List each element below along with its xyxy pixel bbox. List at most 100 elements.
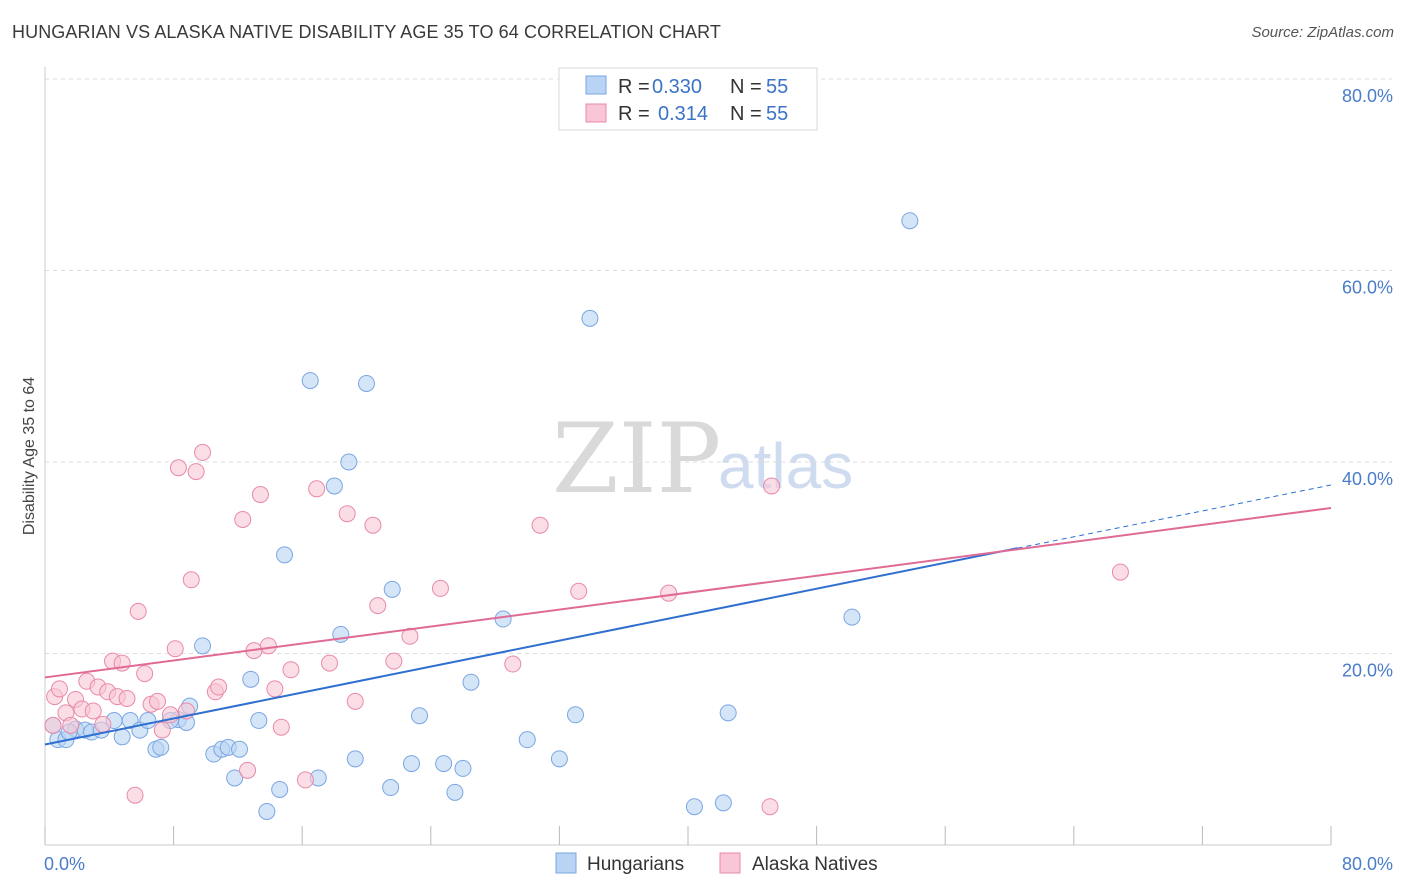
source-label: Source: ZipAtlas.com <box>1251 24 1394 41</box>
hungarians-point-23 <box>250 712 268 730</box>
alaska-natives-point-34 <box>251 486 269 504</box>
legend-r-label-2: R = <box>618 103 650 125</box>
legend-n-label-2: N = <box>730 103 762 125</box>
legend-swatch-pink <box>585 103 607 123</box>
x-tick-label-1: 80.0% <box>1342 854 1393 874</box>
hungarians-trend-extension <box>1017 484 1332 549</box>
hungarians-point-24 <box>258 802 276 820</box>
hungarians-point-39 <box>446 783 464 801</box>
alaska-natives-point-26 <box>182 571 200 589</box>
alaska-natives-point-17 <box>129 602 147 620</box>
alaska-natives-point-18 <box>136 665 154 683</box>
hungarians-point-12 <box>152 738 170 756</box>
hungarians-point-50 <box>843 608 861 626</box>
alaska-natives-point-10 <box>94 715 112 733</box>
hungarians-point-32 <box>346 750 364 768</box>
alaska-natives-point-53 <box>763 477 781 495</box>
legend-alaska-natives-label: Alaska Natives <box>752 854 878 875</box>
chart-title: HUNGARIAN VS ALASKA NATIVE DISABILITY AG… <box>12 22 722 42</box>
hungarians-point-7 <box>113 728 131 746</box>
gridlines <box>45 78 1392 654</box>
hungarians-point-40 <box>454 759 472 777</box>
legend-n-label-1: N = <box>730 76 762 98</box>
alaska-natives-point-4 <box>62 716 80 734</box>
hungarians-point-45 <box>566 706 584 724</box>
alaska-natives-point-50 <box>531 516 549 534</box>
hungarians-point-47 <box>685 798 703 816</box>
hungarians-point-31 <box>340 453 358 471</box>
alaska-natives-point-44 <box>364 516 382 534</box>
hungarians-point-25 <box>271 780 289 798</box>
alaska-natives-point-47 <box>401 627 419 645</box>
legend-alaska-natives-swatch <box>719 852 741 874</box>
legend-swatch-blue <box>585 75 607 95</box>
alaska-natives-point-8 <box>84 702 102 720</box>
alaska-natives-point-16 <box>126 786 144 804</box>
hungarians-point-29 <box>325 477 343 495</box>
hungarians-trend-line <box>44 547 1018 746</box>
hungarians-point-38 <box>435 755 453 773</box>
hungarians-point-35 <box>383 580 401 598</box>
watermark-atlas: atlas <box>718 430 853 502</box>
alaska-natives-point-32 <box>239 761 257 779</box>
hungarians-point-10 <box>139 712 157 730</box>
alaska-natives-point-48 <box>431 579 449 597</box>
alaska-natives-point-20 <box>149 692 167 710</box>
alaska-natives-point-55 <box>1111 563 1129 581</box>
watermark-zip: ZIP <box>552 403 721 515</box>
hungarians-point-20 <box>226 769 244 787</box>
tick-labels: 20.0% 40.0% 60.0% 80.0% 0.0% 80.0% <box>44 86 1393 874</box>
alaska-natives-point-52 <box>660 584 678 602</box>
hungarians-point-41 <box>462 673 480 691</box>
alaska-natives-point-37 <box>272 718 290 736</box>
legend-hungarians-swatch <box>555 852 577 874</box>
alaska-natives-trend-line <box>44 506 1332 679</box>
alaska-natives-point-21 <box>153 721 171 739</box>
hungarians-point-46 <box>581 309 599 327</box>
y-tick-label-1: 40.0% <box>1342 469 1393 489</box>
alaska-natives-point-45 <box>369 597 387 615</box>
alaska-natives-point-51 <box>570 582 588 600</box>
alaska-natives-point-28 <box>194 443 212 461</box>
alaska-natives-point-2 <box>50 680 68 698</box>
y-tick-label-2: 60.0% <box>1342 278 1393 298</box>
hungarians-point-33 <box>358 374 375 392</box>
alaska-natives-point-15 <box>118 690 136 708</box>
legend-r-value-1: 0.330 <box>652 76 702 98</box>
y-axis-label: Disability Age 35 to 64 <box>21 377 38 535</box>
series-alaska-natives <box>44 443 1129 816</box>
hungarians-point-36 <box>403 755 421 773</box>
alaska-natives-point-27 <box>187 463 205 481</box>
hungarians-point-44 <box>550 750 568 768</box>
alaska-natives-point-31 <box>234 510 252 528</box>
hungarians-point-26 <box>276 546 294 564</box>
alaska-natives-point-54 <box>761 798 779 816</box>
alaska-natives-point-40 <box>308 480 326 498</box>
hungarians-point-42 <box>494 610 512 628</box>
hungarians-point-43 <box>518 731 536 749</box>
alaska-natives-point-24 <box>169 459 187 477</box>
series-legend: Hungarians Alaska Natives <box>555 852 878 875</box>
hungarians-point-34 <box>382 779 400 797</box>
hungarians-point-37 <box>411 707 429 725</box>
alaska-natives-point-0 <box>44 716 62 734</box>
hungarians-point-27 <box>301 372 319 390</box>
y-tick-label-3: 80.0% <box>1342 86 1393 106</box>
y-tick-label-0: 20.0% <box>1342 661 1393 681</box>
hungarians-point-48 <box>714 794 732 812</box>
hungarians-point-16 <box>194 637 212 655</box>
hungarians-point-49 <box>719 704 737 722</box>
trend-lines <box>44 484 1332 746</box>
hungarians-point-21 <box>231 740 249 758</box>
alaska-natives-point-30 <box>210 678 228 696</box>
legend-hungarians-label: Hungarians <box>587 854 684 875</box>
alaska-natives-point-23 <box>166 640 184 658</box>
alaska-natives-point-36 <box>266 680 284 698</box>
alaska-natives-point-43 <box>346 692 364 710</box>
series-hungarians <box>44 212 919 820</box>
legend-n-value-2: 55 <box>766 103 788 125</box>
legend-r-label-1: R = <box>618 76 650 98</box>
alaska-natives-point-35 <box>259 637 277 655</box>
alaska-natives-point-46 <box>385 652 403 670</box>
alaska-natives-point-49 <box>504 655 522 673</box>
